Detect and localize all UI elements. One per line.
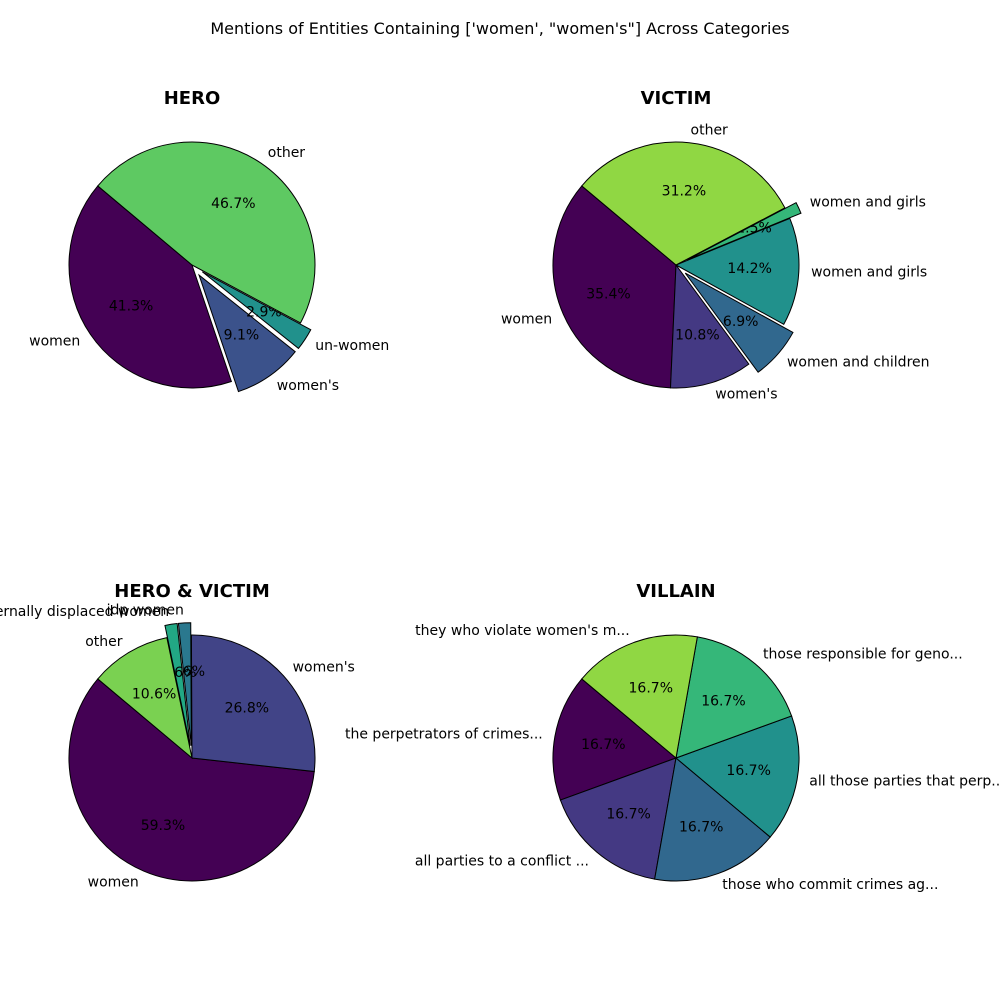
pie-slice (581, 141, 786, 266)
pie-slice (190, 634, 316, 773)
slice-percent-label: 6.9% (723, 314, 759, 330)
slice-label: the perpetrators of crimes... (345, 727, 543, 743)
slice-percent-label: 10.6% (132, 687, 176, 703)
slice-label: idp women (107, 603, 184, 619)
slice-label: other (268, 145, 306, 161)
pie-2: VICTIM women 35.4% women's 10.8% women and ch… (501, 88, 930, 402)
pie-4: VILLAIN the perpetrators of crimes... 16.7… (345, 581, 1000, 893)
slice-label: un-women (315, 338, 389, 354)
pie-slice (97, 637, 193, 760)
slice-label: those who commit crimes ag... (722, 877, 938, 893)
pie-1: HEROwomen41.3%women's9.1%un-women2.9%oth… (29, 88, 389, 394)
slice-label: women and girls (811, 265, 927, 281)
slice-label: other (691, 122, 729, 138)
slice-percent-label: 16.7% (581, 737, 625, 753)
slice-percent-label: 10.8% (675, 328, 719, 344)
pie-slice (198, 273, 296, 393)
pie-slice (552, 185, 677, 389)
slice-label: women (29, 333, 80, 349)
slice-label: all parties to a conflict ... (415, 854, 589, 870)
slice-percent-label: 16.7% (726, 763, 770, 779)
pie-3: HERO & VICTIM women 59.3% women's 26.8% idp w… (0, 581, 355, 890)
pie-slice (68, 678, 315, 882)
slice-percent-label: 16.7% (629, 681, 673, 697)
pie-charts: HEROwomen41.3%women's9.1%un-women2.9%oth… (0, 88, 1000, 893)
pie-title: HERO (164, 88, 221, 109)
pie-title: VILLAIN (636, 581, 715, 602)
slice-percent-label: 35.4% (586, 287, 630, 303)
slice-label: women's (715, 386, 777, 402)
slice-percent-label: 46.7% (211, 196, 255, 212)
slice-percent-label: 26.8% (225, 701, 269, 717)
slice-label: those responsible for geno... (763, 646, 963, 662)
pie-slice (675, 715, 800, 838)
pie-slice (654, 757, 771, 882)
slice-label: women and girls (810, 195, 926, 211)
pie-slice (68, 185, 233, 389)
slice-label: women (501, 311, 552, 327)
pie-slice (684, 272, 794, 373)
slice-percent-label: 16.7% (679, 819, 723, 835)
slice-percent-label: 16.7% (606, 807, 650, 823)
pie-slice (669, 263, 750, 389)
pie-slice (675, 636, 793, 759)
slice-label: all those parties that perp... (809, 773, 1000, 789)
pie-slice (559, 757, 677, 880)
pie-slice (97, 141, 316, 324)
slice-percent-label: 41.3% (109, 299, 153, 315)
pie-slice (552, 678, 677, 801)
slice-percent-label: 31.2% (662, 184, 706, 200)
pie-slice (177, 622, 192, 746)
pie-slice (581, 634, 698, 759)
pie-title: HERO & VICTIM (114, 581, 269, 602)
slice-percent-label: 14.2% (727, 261, 771, 277)
pie-slice (164, 622, 191, 746)
figure-title: Mentions of Entities Containing ['women'… (210, 19, 789, 38)
slice-label: women and children (787, 354, 930, 370)
slice-label: other (85, 634, 123, 650)
slice-label: they who violate women's m... (415, 623, 630, 639)
slice-percent-label: 59.3% (141, 818, 185, 834)
pie-title: VICTIM (641, 88, 712, 109)
slice-label: women's (293, 659, 355, 675)
slice-percent-label: 16.7% (701, 693, 745, 709)
slice-label: women's (277, 378, 339, 394)
pie-slice (201, 271, 312, 350)
pie-slice (686, 201, 802, 261)
slice-label: internally displaced women (0, 604, 169, 620)
slice-label: women (88, 874, 139, 890)
slice-percent-label: 9.1% (224, 327, 260, 343)
pie-slice (674, 217, 800, 326)
